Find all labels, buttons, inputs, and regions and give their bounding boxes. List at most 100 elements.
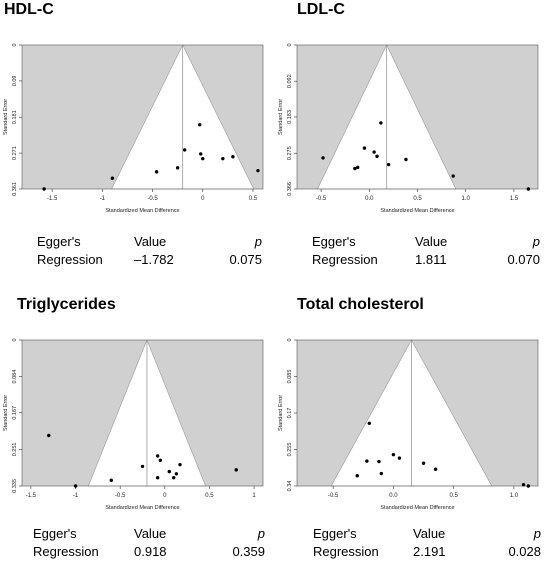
value-header: Value xyxy=(415,234,448,249)
egger-label-line1: Egger's xyxy=(37,234,81,249)
study-point xyxy=(175,166,180,170)
y-axis-label: Standard Error xyxy=(3,99,9,135)
value-header: Value xyxy=(413,526,446,541)
study-point xyxy=(521,483,526,487)
study-point xyxy=(182,148,187,152)
y-tick-label: 0.084 xyxy=(12,370,18,384)
study-point xyxy=(256,168,260,173)
x-tick-label: -1 xyxy=(73,493,79,499)
egger-p-value: 0.359 xyxy=(232,544,265,559)
funnel-plot-svg: -1.5 -1 -0.5 0 0.5 0 0.09 0.181 0.271 0.361 Standa… xyxy=(3,43,264,214)
study-point xyxy=(174,472,179,476)
y-tick-label: 0.271 xyxy=(12,146,18,160)
y-tick-label: 0 xyxy=(12,338,18,341)
study-point xyxy=(362,146,367,150)
y-tick-label: 0.09 xyxy=(12,76,18,87)
y-tick-label: 0.167 xyxy=(12,406,18,420)
funnel-plot-svg: -0.5 0.0 0.5 1.0 1.5 0 0.092 0.183 0.275 0.366 Sta… xyxy=(278,43,539,214)
y-tick-label: 0 xyxy=(287,338,293,341)
study-point xyxy=(375,154,379,159)
x-tick-label: -1 xyxy=(100,196,106,202)
x-tick-label: -0.5 xyxy=(316,196,327,202)
x-tick-label: -0.5 xyxy=(147,196,158,202)
y-tick-label: 0.085 xyxy=(287,370,293,384)
y-axis-label: Standard Error xyxy=(278,99,284,135)
egger-label-line1: Egger's xyxy=(33,526,77,541)
study-point xyxy=(391,452,396,457)
egger-value: 0.918 xyxy=(134,544,167,559)
study-point xyxy=(526,484,531,488)
egger-p-value: 0.075 xyxy=(229,252,262,267)
y-tick-label: 0.366 xyxy=(287,182,293,196)
x-tick-label: 1 xyxy=(252,493,256,499)
study-point xyxy=(321,156,325,160)
egger-p-value: 0.028 xyxy=(508,544,541,559)
y-tick-label: 0.092 xyxy=(287,74,293,88)
study-point xyxy=(386,162,391,167)
study-point xyxy=(353,166,357,171)
x-tick-label: 0.0 xyxy=(365,196,374,202)
egger-test-table: Egger's Regression Value 2.191 p 0.028 xyxy=(313,526,543,566)
funnel-plot: -0.5 0.0 0.5 1.0 0 0.085 0.17 0.255 0.34 Standard… xyxy=(275,328,550,520)
x-tick-label: -0.5 xyxy=(328,493,339,499)
study-point xyxy=(367,421,371,426)
y-tick-label: 0.181 xyxy=(12,110,18,124)
egger-test-table: Egger's Regression Value 1.811 p 0.070 xyxy=(312,234,542,274)
x-tick-label: 0.0 xyxy=(389,493,398,499)
x-tick-label: 1.5 xyxy=(510,196,519,202)
study-point xyxy=(198,123,202,127)
p-header: p xyxy=(533,526,541,541)
study-point xyxy=(167,469,171,474)
study-point xyxy=(172,476,176,480)
study-point xyxy=(154,170,159,174)
egger-p-value: 0.070 xyxy=(507,252,540,267)
egger-label-line1: Egger's xyxy=(312,234,356,249)
y-tick-label: 0 xyxy=(287,43,293,46)
y-tick-label: 0 xyxy=(12,43,18,46)
panel-title: LDL-C xyxy=(297,1,345,18)
y-tick-label: 0.251 xyxy=(12,443,18,457)
p-header: p xyxy=(254,234,262,249)
study-point xyxy=(356,165,360,170)
egger-label-line2: Regression xyxy=(33,544,99,559)
egger-value: 2.191 xyxy=(413,544,446,559)
study-point xyxy=(42,187,46,191)
study-point xyxy=(73,484,78,488)
x-tick-label: -1.5 xyxy=(47,196,58,202)
x-tick-label: 1.0 xyxy=(462,196,471,202)
funnel-plot-svg: -1.5 -1 -0.5 0 0.5 1 0 0.084 0.167 0.251 0.335 Stan… xyxy=(3,338,264,511)
egger-test-table: Egger's Regression Value 0.918 p 0.359 xyxy=(33,526,268,566)
study-point xyxy=(231,154,235,159)
study-point xyxy=(221,156,225,161)
study-point xyxy=(155,476,160,480)
funnel-plot: -1.5 -1 -0.5 0 0.5 1 0 0.084 0.167 0.251 0.335 Stan… xyxy=(0,328,275,520)
x-axis-label: Standardized Mean Difference xyxy=(380,208,454,214)
y-tick-label: 0.255 xyxy=(287,443,293,457)
egger-label-line1: Egger's xyxy=(313,526,357,541)
egger-label-line2: Regression xyxy=(37,252,103,267)
study-point xyxy=(397,456,402,460)
study-point xyxy=(199,152,203,156)
panel-total-cholesterol: Total cholesterol -0.5 0.0 0.5 1.0 0 0.085 0.1… xyxy=(275,282,550,564)
study-point xyxy=(178,462,182,467)
panel-ldl-c: LDL-C -0.5 0.0 0.5 1.0 1.5 0 0.092 0.183 0.275 0.… xyxy=(275,0,550,282)
study-point xyxy=(234,468,238,472)
study-point xyxy=(379,471,384,476)
x-tick-label: -0.5 xyxy=(115,493,126,499)
y-tick-label: 0.17 xyxy=(287,408,293,419)
study-point xyxy=(47,433,51,438)
y-axis-label: Standard Error xyxy=(3,395,9,431)
study-point xyxy=(404,157,408,162)
study-point xyxy=(377,459,381,464)
x-tick-label: -1.5 xyxy=(26,493,37,499)
study-point xyxy=(379,121,383,125)
value-header: Value xyxy=(134,526,167,541)
egger-label-line2: Regression xyxy=(313,544,379,559)
study-point xyxy=(372,150,376,154)
study-point xyxy=(365,459,369,463)
egger-label-line2: Regression xyxy=(312,252,378,267)
x-tick-label: 1.0 xyxy=(510,493,519,499)
funnel-plot: -1.5 -1 -0.5 0 0.5 0 0.09 0.181 0.271 0.361 Standa… xyxy=(0,33,275,223)
x-axis-label: Standardized Mean Difference xyxy=(380,505,454,511)
study-point xyxy=(201,156,205,161)
